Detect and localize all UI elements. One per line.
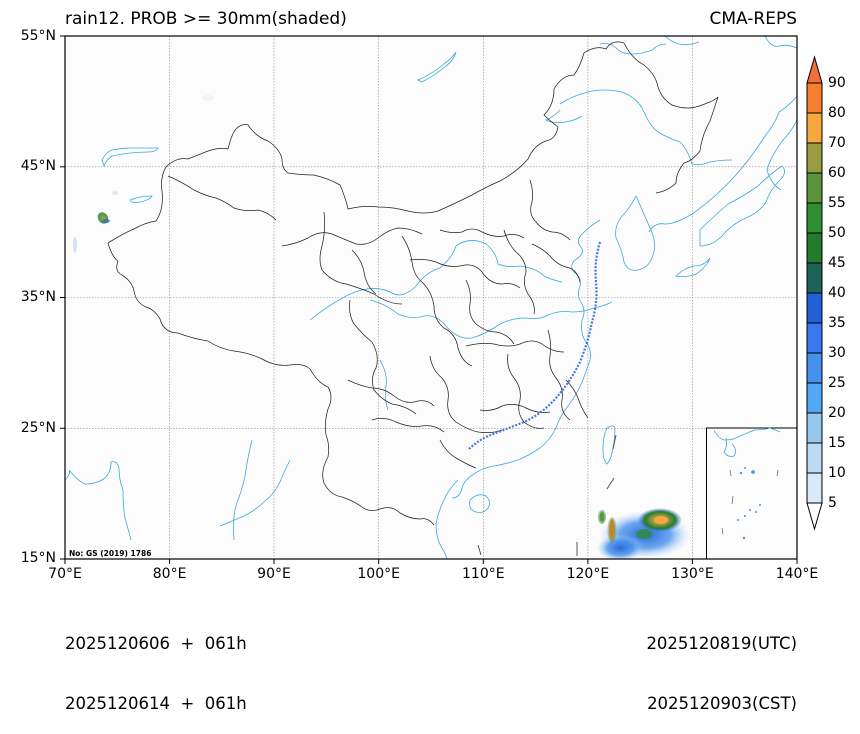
xtick-80e: 80°E xyxy=(152,566,187,582)
south-china-sea-inset xyxy=(706,427,797,559)
init-time-1: 2025120606 + 061h xyxy=(65,634,247,653)
xtick-70e: 70°E xyxy=(48,566,82,582)
init-times: 2025120606 + 061h 2025120614 + 061h xyxy=(65,594,247,734)
coastlines-rivers xyxy=(65,36,797,559)
map-approval-number: No: GS (2019) 1786 xyxy=(69,549,152,558)
tick-marks xyxy=(60,35,798,564)
borders xyxy=(107,41,719,526)
colorbar xyxy=(806,55,823,531)
map-plot xyxy=(60,35,823,564)
probability-shading xyxy=(73,95,795,559)
xtick-110e: 110°E xyxy=(462,566,505,582)
colorbar-label-10: 10 xyxy=(828,465,846,481)
colorbar-label-15: 15 xyxy=(828,435,846,451)
xtick-100e: 100°E xyxy=(357,566,400,582)
colorbar-label-45: 45 xyxy=(828,255,846,271)
colorbar-label-60: 60 xyxy=(828,165,846,181)
colorbar-label-90: 90 xyxy=(828,75,846,91)
xtick-120e: 120°E xyxy=(566,566,610,582)
ytick-55n: 55°N xyxy=(20,28,56,44)
ytick-35n: 35°N xyxy=(20,289,56,305)
gridlines xyxy=(65,36,797,559)
ytick-45n: 45°N xyxy=(20,158,56,174)
valid-time-utc: 2025120819(UTC) xyxy=(646,634,797,653)
ytick-15n: 15°N xyxy=(20,550,56,566)
model-name: CMA-REPS xyxy=(709,9,797,29)
colorbar-label-80: 80 xyxy=(828,105,846,121)
xtick-90e: 90°E xyxy=(257,566,291,582)
init-time-2: 2025120614 + 061h xyxy=(65,694,247,713)
colorbar-label-50: 50 xyxy=(828,225,846,241)
ytick-25n: 25°N xyxy=(20,420,56,436)
colorbar-label-30: 30 xyxy=(828,345,846,361)
colorbar-label-40: 40 xyxy=(828,285,846,301)
colorbar-label-70: 70 xyxy=(828,135,846,151)
valid-times: 2025120819(UTC) 2025120903(CST) xyxy=(646,594,797,734)
colorbar-label-20: 20 xyxy=(828,405,846,421)
dash-line xyxy=(477,434,617,556)
xtick-130e: 130°E xyxy=(671,566,714,582)
chart-title: rain12. PROB >= 30mm(shaded) xyxy=(65,9,347,29)
colorbar-extend-max xyxy=(806,55,823,84)
colorbar-label-35: 35 xyxy=(828,315,846,331)
colorbar-label-25: 25 xyxy=(828,375,846,391)
valid-time-cst: 2025120903(CST) xyxy=(647,694,797,713)
colorbar-extend-min xyxy=(806,502,823,531)
xtick-140e: 140°E xyxy=(775,566,819,582)
colorbar-label-5: 5 xyxy=(828,495,837,511)
colorbar-label-55: 55 xyxy=(828,195,846,211)
